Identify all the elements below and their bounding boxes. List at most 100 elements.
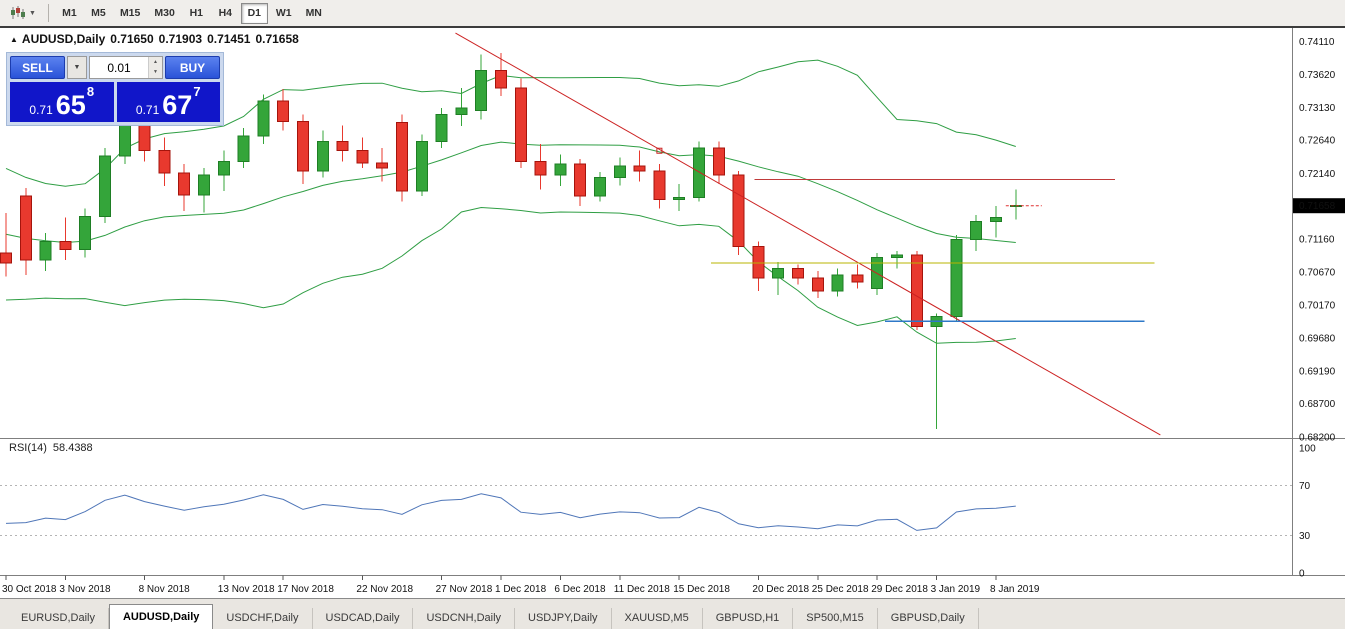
timeframe-button-h4[interactable]: H4 bbox=[212, 3, 239, 24]
tab-gbpusd-daily[interactable]: GBPUSD,Daily bbox=[878, 608, 979, 629]
candle-body bbox=[19, 195, 32, 261]
candle-body bbox=[475, 69, 488, 112]
rsi-indicator-label: RSI(14) 58.4388 bbox=[9, 442, 93, 454]
timeframe-button-d1[interactable]: D1 bbox=[240, 2, 268, 24]
timeframe-buttons: M1 M5 M15 M30 H1 H4 D1 W1 MN bbox=[55, 2, 329, 24]
tab-audusd-daily[interactable]: AUDUSD,Daily bbox=[108, 604, 214, 629]
tab-xauusd-m5[interactable]: XAUUSD,M5 bbox=[612, 608, 703, 629]
candle-body bbox=[613, 165, 626, 178]
candle-body bbox=[811, 277, 824, 292]
volume-spinner: ▲ ▼ bbox=[148, 57, 162, 78]
time-tick-label: 25 Dec 2018 bbox=[812, 584, 869, 595]
rsi-panel bbox=[0, 485, 1292, 536]
spinner-up-icon: ▲ bbox=[153, 58, 158, 65]
candle-body bbox=[178, 172, 191, 196]
chart-window-title: ▲ AUDUSD,Daily 0.71650 0.71903 0.71451 0.7165… bbox=[10, 32, 304, 46]
buy-price-sup: 7 bbox=[193, 84, 201, 99]
candle-body bbox=[554, 163, 567, 176]
timeframe-button-m30[interactable]: M30 bbox=[148, 3, 180, 24]
candle-body bbox=[376, 162, 389, 169]
candle-body bbox=[792, 267, 804, 279]
bollinger-lower-band bbox=[5, 206, 1016, 344]
candle-body bbox=[772, 267, 785, 279]
time-axis[interactable]: 30 Oct 2018 3 Nov 2018 8 Nov 2018 13 Nov 20… bbox=[2, 575, 1040, 596]
tab-usdjpy-daily[interactable]: USDJPY,Daily bbox=[515, 608, 612, 629]
tab-sp500-m15[interactable]: SP500,M15 bbox=[793, 608, 878, 629]
sell-price-big: 65 bbox=[55, 90, 86, 121]
time-tick-label: 3 Jan 2019 bbox=[931, 584, 981, 595]
sell-button[interactable]: SELL bbox=[10, 56, 65, 79]
chart-area: 0.74110 0.73620 0.73130 0.72640 0.72140 0.711… bbox=[0, 28, 1345, 598]
tab-usdcad-daily[interactable]: USDCAD,Daily bbox=[313, 608, 414, 629]
candle-body bbox=[495, 69, 507, 89]
volume-increase-button[interactable]: ▲ bbox=[149, 57, 162, 68]
chart-objects bbox=[455, 32, 1161, 436]
timeframe-button-mn[interactable]: MN bbox=[300, 3, 328, 24]
candle-body bbox=[158, 150, 171, 174]
candle-body bbox=[752, 245, 765, 279]
current-price-text: 0.71658 bbox=[1299, 201, 1336, 212]
tab-usdchf-daily[interactable]: USDCHF,Daily bbox=[213, 608, 313, 629]
price-tick-label: 0.70170 bbox=[1299, 301, 1336, 312]
buy-button[interactable]: BUY bbox=[165, 56, 220, 79]
timeframe-button-m1[interactable]: M1 bbox=[56, 3, 83, 24]
price-tick-label: 0.69680 bbox=[1299, 334, 1336, 345]
timeframe-button-m15[interactable]: M15 bbox=[114, 3, 146, 24]
candle-body bbox=[831, 274, 844, 292]
buy-price-display[interactable]: 0.71 67 7 bbox=[116, 82, 220, 122]
candle-body bbox=[277, 100, 290, 122]
chevron-down-icon: ▼ bbox=[29, 9, 36, 17]
time-tick-label: 22 Nov 2018 bbox=[356, 584, 413, 595]
timeframe-button-h1[interactable]: H1 bbox=[183, 3, 210, 24]
descending-trend-line[interactable] bbox=[455, 32, 1161, 436]
current-price-badge: 0.71658 bbox=[1293, 198, 1345, 214]
rsi-tick-label: 70 bbox=[1299, 481, 1311, 492]
timeframe-button-w1[interactable]: W1 bbox=[270, 3, 298, 24]
chart-canvas[interactable]: 0.741100.736200.731300.726400.721400.711… bbox=[0, 28, 1345, 598]
volume-input[interactable] bbox=[90, 57, 148, 78]
buy-price-big: 67 bbox=[162, 90, 193, 121]
collapse-triangle-icon: ▲ bbox=[10, 35, 18, 44]
timeframe-button-m5[interactable]: M5 bbox=[85, 3, 112, 24]
price-tick-label: 0.71160 bbox=[1299, 235, 1335, 246]
candle-body bbox=[39, 241, 52, 261]
tab-usdcnh-daily[interactable]: USDCNH,Daily bbox=[413, 608, 516, 629]
candlestick-series bbox=[0, 53, 1022, 429]
rsi-tick-label: 0 bbox=[1299, 569, 1305, 580]
price-tick-label: 0.72140 bbox=[1299, 169, 1336, 180]
tab-eurusd-daily[interactable]: EURUSD,Daily bbox=[8, 608, 109, 629]
price-tick-label: 0.68200 bbox=[1299, 433, 1336, 444]
candle-body bbox=[633, 165, 646, 172]
price-axis[interactable]: 0.74110 0.73620 0.73130 0.72640 0.72140 0.711… bbox=[1299, 37, 1336, 443]
sell-price-display[interactable]: 0.71 65 8 bbox=[10, 82, 114, 122]
volume-options-button[interactable]: ▼ bbox=[67, 56, 87, 79]
candle-body bbox=[594, 176, 606, 197]
candle-body bbox=[257, 100, 270, 137]
candle-body bbox=[673, 197, 686, 201]
buy-price-prefix: 0.71 bbox=[135, 103, 160, 117]
candle-body bbox=[653, 170, 666, 201]
time-tick-label: 3 Nov 2018 bbox=[59, 584, 111, 595]
rsi-line bbox=[5, 493, 1016, 531]
candle-body bbox=[316, 140, 329, 172]
chart-title-low: 0.71451 bbox=[207, 32, 251, 46]
chart-style-button[interactable]: ▼ bbox=[4, 2, 42, 24]
time-tick-label: 13 Nov 2018 bbox=[218, 584, 275, 595]
trend-line-handle[interactable] bbox=[656, 147, 663, 154]
candle-body bbox=[574, 163, 587, 197]
candle-body bbox=[79, 215, 92, 251]
tab-gbpusd-h1[interactable]: GBPUSD,H1 bbox=[703, 608, 794, 629]
rsi-axis[interactable]: 100 70 30 0 bbox=[1299, 444, 1316, 580]
time-tick-label: 6 Dec 2018 bbox=[554, 584, 606, 595]
candle-body bbox=[851, 274, 864, 283]
price-tick-label: 0.73620 bbox=[1299, 70, 1336, 81]
time-tick-label: 8 Nov 2018 bbox=[139, 584, 191, 595]
time-tick-label: 8 Jan 2019 bbox=[990, 584, 1040, 595]
candle-body bbox=[396, 122, 408, 192]
candle-body bbox=[990, 217, 1002, 223]
candle-body bbox=[415, 140, 428, 192]
price-tick-label: 0.73130 bbox=[1299, 103, 1336, 114]
price-tick-label: 0.68700 bbox=[1299, 399, 1336, 410]
volume-decrease-button[interactable]: ▼ bbox=[149, 67, 162, 78]
